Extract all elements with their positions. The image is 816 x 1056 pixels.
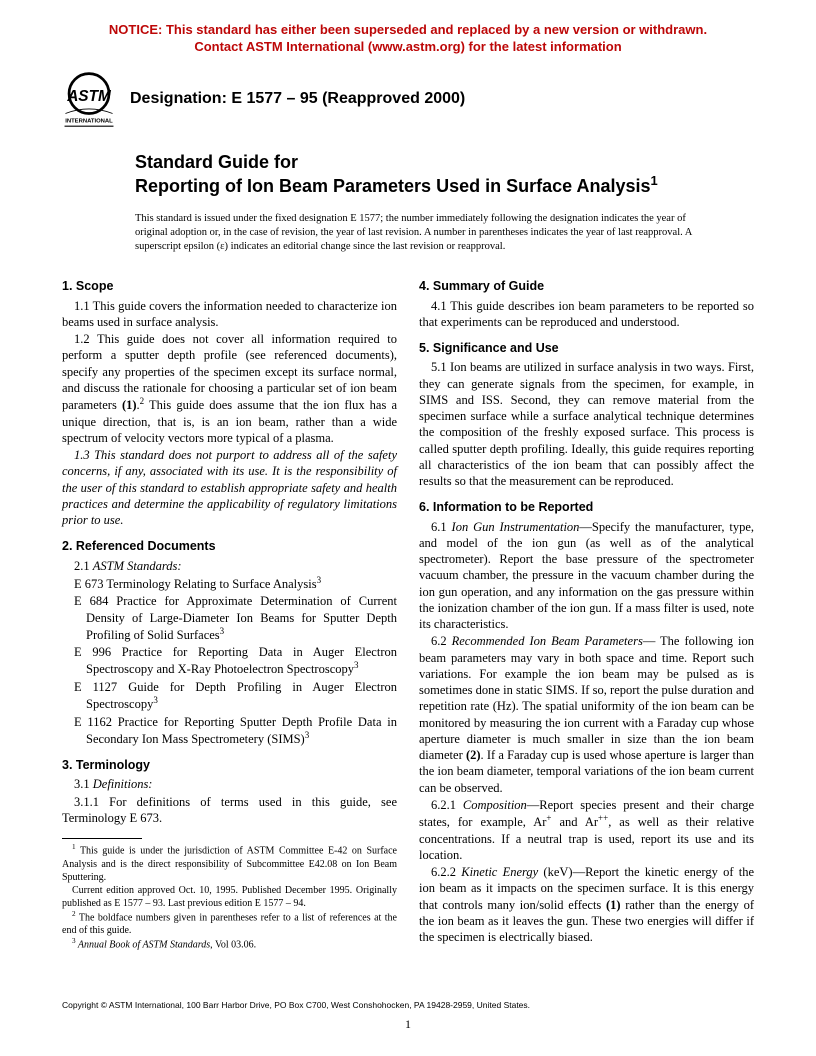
designation: Designation: E 1577 – 95 (Reapproved 200…	[130, 90, 465, 108]
footnote-1: 1 This guide is under the jurisdiction o…	[62, 843, 397, 883]
para-2-1: 2.1 ASTM Standards:	[62, 558, 397, 574]
section-3-head: 3. Terminology	[62, 757, 397, 773]
page-number: 1	[0, 1017, 816, 1032]
left-column: 1. Scope 1.1 This guide covers the infor…	[62, 278, 397, 951]
footnote-2: 2 The boldface numbers given in parenthe…	[62, 910, 397, 937]
title-prefix: Standard Guide for	[135, 152, 736, 174]
ref-e673: E 673 Terminology Relating to Surface An…	[62, 575, 397, 592]
para-6-2: 6.2 Recommended Ion Beam Parameters— The…	[419, 633, 754, 796]
ref-e1127: E 1127 Guide for Depth Profiling in Auge…	[62, 679, 397, 713]
svg-text:INTERNATIONAL: INTERNATIONAL	[65, 118, 113, 124]
footnote-3: 3 Annual Book of ASTM Standards, Vol 03.…	[62, 937, 397, 951]
para-1-3: 1.3 This standard does not purport to ad…	[62, 447, 397, 528]
ref-e996: E 996 Practice for Reporting Data in Aug…	[62, 644, 397, 678]
header-row: ASTM INTERNATIONAL Designation: E 1577 –…	[0, 70, 816, 128]
notice-line2: Contact ASTM International (www.astm.org…	[194, 39, 621, 54]
para-5-1: 5.1 Ion beams are utilized in surface an…	[419, 359, 754, 489]
title-block: Standard Guide for Reporting of Ion Beam…	[0, 152, 816, 198]
right-column: 4. Summary of Guide 4.1 This guide descr…	[419, 278, 754, 951]
notice-line1: NOTICE: This standard has either been su…	[109, 22, 707, 37]
footnote-1b: Current edition approved Oct. 10, 1995. …	[62, 884, 397, 910]
para-6-2-2: 6.2.2 Kinetic Energy (keV)—Report the ki…	[419, 864, 754, 945]
ref-e684: E 684 Practice for Approximate Determina…	[62, 593, 397, 643]
columns: 1. Scope 1.1 This guide covers the infor…	[0, 278, 816, 951]
para-1-2: 1.2 This guide does not cover all inform…	[62, 331, 397, 446]
astm-logo: ASTM INTERNATIONAL	[60, 70, 118, 128]
footnote-rule	[62, 838, 142, 839]
para-6-1: 6.1 Ion Gun Instrumentation—Specify the …	[419, 519, 754, 633]
title-main: Reporting of Ion Beam Parameters Used in…	[135, 173, 736, 198]
svg-text:ASTM: ASTM	[66, 88, 112, 105]
section-4-head: 4. Summary of Guide	[419, 278, 754, 294]
section-6-head: 6. Information to be Reported	[419, 499, 754, 515]
para-3-1: 3.1 Definitions:	[62, 776, 397, 792]
section-2-head: 2. Referenced Documents	[62, 538, 397, 554]
copyright: Copyright © ASTM International, 100 Barr…	[62, 1000, 530, 1010]
section-1-head: 1. Scope	[62, 278, 397, 294]
para-1-1: 1.1 This guide covers the information ne…	[62, 298, 397, 331]
para-6-2-1: 6.2.1 Composition—Report species present…	[419, 797, 754, 863]
notice-banner: NOTICE: This standard has either been su…	[0, 0, 816, 56]
para-3-1-1: 3.1.1 For definitions of terms used in t…	[62, 794, 397, 827]
issuance-note: This standard is issued under the fixed …	[0, 212, 816, 255]
para-4-1: 4.1 This guide describes ion beam parame…	[419, 298, 754, 331]
ref-e1162: E 1162 Practice for Reporting Sputter De…	[62, 714, 397, 748]
section-5-head: 5. Significance and Use	[419, 340, 754, 356]
